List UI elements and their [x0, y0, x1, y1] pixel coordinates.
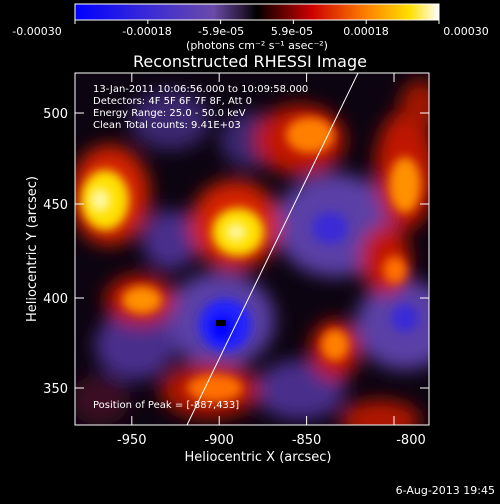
colorbar [74, 3, 440, 21]
y-tick-label: 450 [43, 198, 68, 213]
peak-position-label: Position of Peak = [-887,433] [93, 400, 239, 411]
x-tick-label: -950 [117, 433, 147, 448]
rhessi-image: 13-Jan-2011 10:06:56.000 to 10:09:58.000… [75, 73, 429, 425]
y-tick-label: 350 [43, 382, 68, 397]
axis-ticks [75, 73, 429, 425]
info-line-detectors: Detectors: 4F 5F 6F 7F 8F, Att 0 [93, 96, 252, 107]
info-line-energy: Energy Range: 25.0 - 50.0 keV [93, 108, 246, 119]
colorbar-tick-label: -0.00018 [122, 25, 171, 38]
y-tick-label: 400 [43, 292, 68, 307]
colorbar-tick-label: 5.9e-05 [271, 25, 313, 38]
colorbar-tick-label: 0.00030 [443, 25, 489, 38]
x-tick-label: -900 [204, 433, 234, 448]
colorbar-unit-label: (photons cm⁻² s⁻¹ asec⁻²) [186, 39, 328, 52]
x-axis-title: Heliocentric X (arcsec) [185, 450, 332, 465]
colorbar-tick-label: 0.00018 [343, 25, 389, 38]
solar-limb-line [186, 73, 359, 425]
info-line-clean: Clean Total counts: 9.41E+03 [93, 120, 241, 131]
x-tick-label: -800 [396, 433, 426, 448]
plot-frame [74, 72, 430, 426]
image-title: Reconstructed RHESSI Image [133, 52, 367, 71]
peak-marker [216, 320, 226, 326]
colorbar-tick-label: -5.9e-05 [198, 25, 244, 38]
y-tick-label: 500 [43, 107, 68, 122]
colorbar-ticks [74, 20, 440, 24]
footer-timestamp: 6-Aug-2013 19:45 [396, 484, 495, 497]
x-tick-label: -850 [292, 433, 322, 448]
colorbar-tick-label: -0.00030 [12, 25, 61, 38]
info-line-time: 13-Jan-2011 10:06:56.000 to 10:09:58.000 [93, 84, 308, 95]
y-axis-title: Heliocentric Y (arcsec) [25, 176, 40, 322]
